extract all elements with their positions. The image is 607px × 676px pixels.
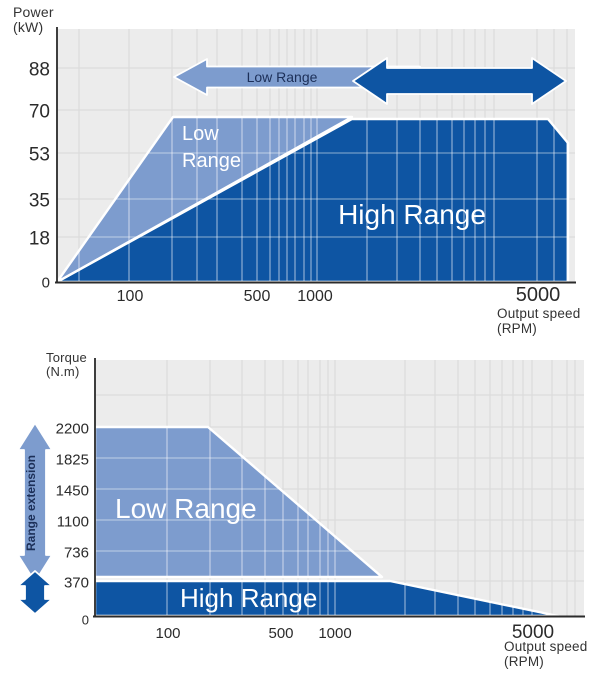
- y-tick-label: 0: [82, 613, 89, 628]
- x-tick-label: 5000: [512, 622, 554, 643]
- y-tick-label: 1100: [57, 514, 89, 531]
- low-range-area: [95, 427, 382, 577]
- y-tick-label: 1825: [56, 452, 89, 469]
- output-speed-bottom-line2: (RPM): [504, 654, 544, 669]
- x-tick-label: 1000: [297, 288, 333, 305]
- range-extension-label: Range extension: [24, 455, 38, 551]
- torque-axis-title-line2: (N.m): [46, 364, 80, 379]
- region-label: Low: [182, 123, 219, 145]
- output-speed-axis-title-top: Output speed (RPM): [497, 306, 580, 336]
- high-range-area: [95, 581, 558, 616]
- high-range-extension-arrow: [17, 570, 53, 615]
- output-speed-top-line2: (RPM): [497, 321, 537, 336]
- y-tick-label: 0: [42, 275, 50, 292]
- x-tick-label: 100: [117, 288, 144, 305]
- x-tick-label: 500: [244, 288, 271, 305]
- region-label: Range: [182, 150, 241, 172]
- y-tick-label: 370: [64, 575, 89, 592]
- y-tick-label: 1450: [56, 483, 89, 500]
- y-tick-label: 2200: [56, 421, 89, 438]
- power-axis-title-line1: Power: [13, 4, 54, 20]
- y-tick-label: 70: [29, 102, 50, 123]
- output-speed-axis-title-bottom: Output speed (RPM): [504, 639, 587, 669]
- torque-chart: Range extension Low Range High Range 2200 18…: [17, 358, 585, 643]
- power-axis-title: Power (kW): [13, 5, 54, 35]
- output-speed-top-line1: Output speed: [497, 306, 581, 321]
- grid-over: [57, 117, 568, 282]
- output-speed-bottom-line1: Output speed: [504, 639, 588, 654]
- region-label: Low Range: [115, 493, 257, 524]
- region-label: High Range: [180, 583, 317, 613]
- torque-axis-title: Torque (N.m): [46, 351, 87, 379]
- x-tick-label: 100: [155, 625, 180, 642]
- x-tick-label: 1000: [318, 625, 351, 642]
- power-axis-title-line2: (kW): [13, 19, 44, 35]
- y-tick-label: 88: [29, 60, 50, 81]
- high-range-extent-arrow: [352, 57, 567, 105]
- region-label: High Range: [338, 199, 486, 230]
- y-tick-label: 18: [29, 229, 50, 250]
- y-tick-label: 736: [64, 545, 89, 562]
- y-tick-label: 35: [29, 191, 50, 212]
- power-chart: Low Range Low Range High Range 88 70 53 35 18 0 10…: [29, 27, 576, 306]
- high-range-area: [57, 119, 568, 282]
- x-tick-label: 500: [268, 625, 293, 642]
- y-tick-label: 53: [29, 145, 50, 166]
- torque-axis-title-line1: Torque: [46, 350, 87, 365]
- x-tick-label: 5000: [516, 284, 561, 306]
- arrow-label: Low Range: [247, 69, 318, 85]
